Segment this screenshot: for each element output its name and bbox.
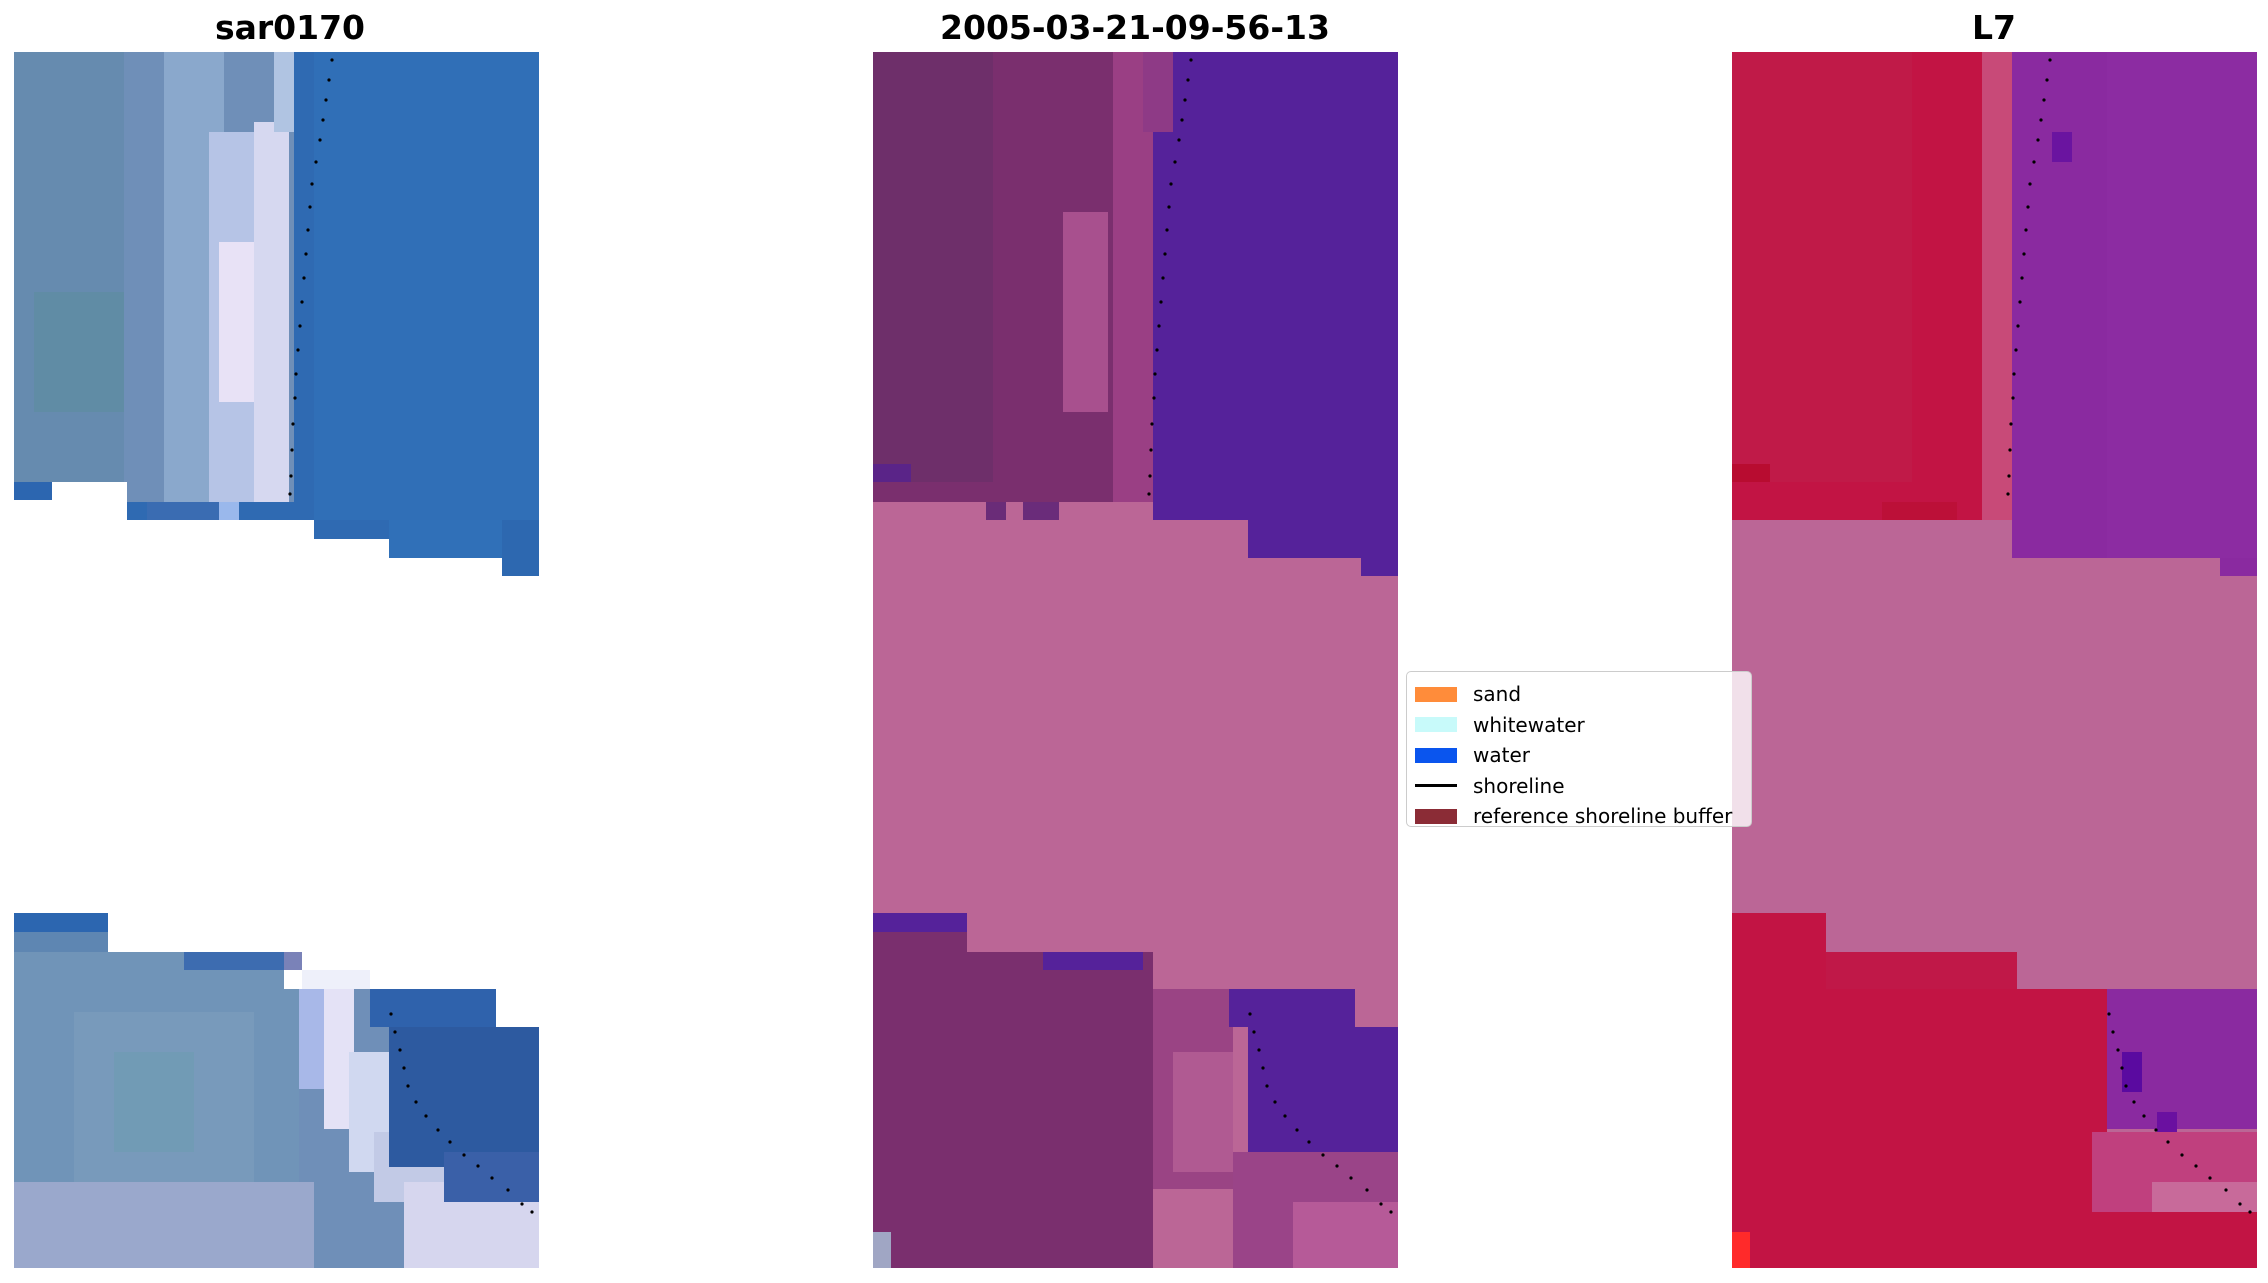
classification-panel <box>873 52 1398 1268</box>
class-top-region <box>873 52 1398 576</box>
legend-item-sand: sand <box>1415 679 1743 710</box>
class-bottom-region <box>873 913 1398 1268</box>
rgb-bottom-region <box>14 913 539 1268</box>
l7-top-region <box>1732 52 2257 576</box>
legend-item-shoreline: shoreline <box>1415 771 1743 802</box>
legend-label-water: water <box>1473 743 1530 768</box>
l7-shoreline-bottom <box>2107 1012 2252 1214</box>
legend: sand whitewater water shoreline referenc… <box>1406 671 1752 828</box>
panel-title-l7: L7 <box>1972 8 2016 47</box>
rgb-shoreline-bottom <box>389 1012 534 1214</box>
l7-bottom-region <box>1732 913 2257 1268</box>
sand-swatch <box>1415 686 1457 702</box>
class-shoreline-top <box>1147 58 1193 496</box>
legend-label-reference-buffer: reference shoreline buffer <box>1473 804 1733 829</box>
legend-label-sand: sand <box>1473 682 1522 707</box>
panel-title-classification: 2005-03-21-09-56-13 <box>940 8 1330 47</box>
legend-item-whitewater: whitewater <box>1415 710 1743 741</box>
legend-label-whitewater: whitewater <box>1473 712 1585 737</box>
panel-title-rgb: sar0170 <box>214 8 366 47</box>
rgb-top-region <box>14 52 539 576</box>
shoreline-swatch <box>1415 784 1457 788</box>
rgb-image-panel <box>14 52 539 1268</box>
l7-shoreline-top <box>2006 58 2052 496</box>
reference-buffer-swatch <box>1415 808 1457 824</box>
legend-item-water: water <box>1415 740 1743 771</box>
water-swatch <box>1415 747 1457 763</box>
rgb-shoreline-top <box>288 58 334 496</box>
whitewater-swatch <box>1415 717 1457 733</box>
l7-panel <box>1732 52 2257 1268</box>
class-shoreline-bottom <box>1248 1012 1393 1214</box>
legend-item-reference-buffer: reference shoreline buffer <box>1415 801 1743 832</box>
legend-label-shoreline: shoreline <box>1473 773 1565 798</box>
